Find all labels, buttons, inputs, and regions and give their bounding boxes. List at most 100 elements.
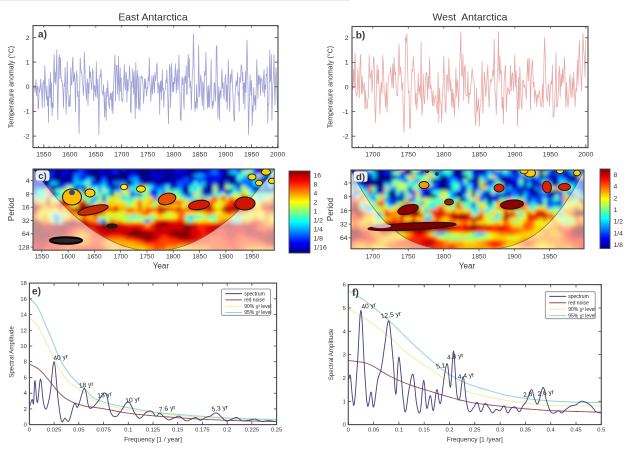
svg-text:2000: 2000 — [578, 152, 593, 159]
svg-text:4: 4 — [343, 329, 347, 335]
svg-text:1750: 1750 — [401, 254, 416, 261]
svg-text:1950: 1950 — [245, 254, 260, 261]
svg-text:8: 8 — [614, 172, 618, 179]
svg-text:-1: -1 — [23, 109, 29, 116]
svg-text:1600: 1600 — [62, 152, 77, 159]
svg-text:West Antarctica: West Antarctica — [433, 13, 508, 24]
svg-text:Spectral Amplitude: Spectral Amplitude — [9, 326, 16, 378]
svg-text:0.4: 0.4 — [547, 428, 556, 434]
svg-text:0.1: 0.1 — [124, 428, 132, 434]
svg-text:b): b) — [356, 31, 365, 42]
svg-text:-2: -2 — [23, 133, 29, 140]
svg-text:0: 0 — [28, 428, 31, 434]
svg-text:10: 10 — [20, 344, 26, 350]
svg-text:128: 128 — [18, 245, 30, 252]
svg-text:1650: 1650 — [88, 152, 103, 159]
svg-text:1800: 1800 — [436, 254, 451, 261]
svg-text:90% χ² level: 90% χ² level — [244, 304, 271, 310]
svg-text:64: 64 — [340, 235, 348, 242]
svg-text:1900: 1900 — [218, 152, 233, 159]
svg-text:1/4: 1/4 — [614, 230, 624, 237]
svg-text:1: 1 — [314, 209, 318, 216]
svg-text:1650: 1650 — [87, 254, 102, 261]
svg-text:0: 0 — [24, 423, 27, 429]
svg-text:Year: Year — [153, 262, 170, 271]
svg-text:1/8: 1/8 — [314, 236, 324, 243]
svg-text:1/4: 1/4 — [314, 227, 324, 234]
svg-text:6: 6 — [343, 283, 346, 289]
svg-text:1/8: 1/8 — [614, 242, 624, 249]
svg-text:6: 6 — [24, 375, 27, 381]
svg-text:4: 4 — [314, 191, 318, 198]
svg-text:1550: 1550 — [36, 152, 51, 159]
svg-text:1750: 1750 — [140, 254, 155, 261]
svg-text:2: 2 — [24, 407, 27, 413]
svg-text:red noise: red noise — [244, 298, 265, 304]
svg-text:1/16: 1/16 — [314, 245, 327, 252]
svg-text:4: 4 — [24, 391, 28, 397]
svg-text:2: 2 — [26, 35, 30, 42]
svg-text:8: 8 — [344, 194, 348, 201]
svg-text:1: 1 — [614, 207, 618, 214]
svg-text:1850: 1850 — [472, 254, 487, 261]
svg-text:0: 0 — [347, 428, 350, 434]
svg-text:1700: 1700 — [114, 152, 129, 159]
svg-text:4: 4 — [344, 180, 348, 187]
svg-text:64: 64 — [22, 231, 30, 238]
svg-text:1850: 1850 — [472, 152, 487, 159]
svg-text:0.3: 0.3 — [496, 428, 504, 434]
svg-text:0.225: 0.225 — [245, 428, 260, 434]
svg-text:1: 1 — [26, 60, 30, 67]
svg-text:1: 1 — [345, 60, 349, 67]
svg-text:1600: 1600 — [61, 254, 76, 261]
svg-text:4: 4 — [614, 184, 618, 191]
svg-text:13 yr: 13 yr — [97, 391, 113, 400]
svg-text:40 yr: 40 yr — [361, 302, 377, 311]
svg-text:0.25: 0.25 — [469, 428, 480, 434]
svg-text:1750: 1750 — [140, 152, 155, 159]
svg-text:0.45: 0.45 — [570, 428, 581, 434]
svg-text:4.4 yr: 4.4 yr — [457, 372, 475, 381]
svg-text:e): e) — [32, 287, 41, 298]
svg-text:1800: 1800 — [436, 152, 451, 159]
svg-text:spectrum: spectrum — [568, 294, 589, 300]
svg-text:Period: Period — [7, 198, 16, 221]
svg-text:1900: 1900 — [507, 254, 522, 261]
svg-text:12: 12 — [20, 328, 26, 334]
svg-text:2.8: 2.8 — [523, 391, 533, 399]
svg-text:-1: -1 — [342, 109, 348, 116]
svg-text:1900: 1900 — [219, 254, 234, 261]
svg-text:0.2: 0.2 — [223, 428, 231, 434]
svg-text:1550: 1550 — [35, 254, 50, 261]
svg-text:8: 8 — [24, 360, 27, 366]
svg-text:3: 3 — [343, 353, 346, 359]
svg-text:red noise: red noise — [568, 301, 589, 307]
svg-text:spectrum: spectrum — [244, 291, 265, 297]
svg-text:18: 18 — [20, 281, 26, 287]
svg-text:0.1: 0.1 — [395, 428, 403, 434]
svg-text:40 yr: 40 yr — [53, 353, 69, 362]
svg-text:0.05: 0.05 — [368, 428, 379, 434]
svg-text:18 yr: 18 yr — [79, 381, 95, 390]
svg-text:1750: 1750 — [401, 152, 416, 159]
svg-text:Frequency [1 / year]: Frequency [1 / year] — [124, 436, 182, 443]
svg-text:0.15: 0.15 — [419, 428, 430, 434]
svg-text:Spectral Amplitude: Spectral Amplitude — [328, 328, 335, 380]
svg-text:c): c) — [38, 171, 46, 182]
svg-text:8: 8 — [26, 191, 30, 198]
svg-text:1850: 1850 — [192, 254, 207, 261]
svg-text:32: 32 — [22, 218, 30, 225]
svg-text:8: 8 — [314, 182, 318, 189]
svg-text:32: 32 — [340, 222, 348, 229]
svg-text:1900: 1900 — [507, 152, 522, 159]
svg-text:1/2: 1/2 — [314, 218, 324, 225]
svg-text:0.075: 0.075 — [96, 428, 111, 434]
svg-text:2: 2 — [614, 195, 618, 202]
svg-text:2000: 2000 — [270, 152, 285, 159]
svg-text:0.25: 0.25 — [271, 428, 282, 434]
svg-text:4: 4 — [26, 178, 30, 185]
svg-text:0: 0 — [345, 84, 349, 91]
svg-text:1800: 1800 — [166, 152, 181, 159]
svg-text:0.2: 0.2 — [445, 428, 453, 434]
svg-text:0.05: 0.05 — [73, 428, 84, 434]
